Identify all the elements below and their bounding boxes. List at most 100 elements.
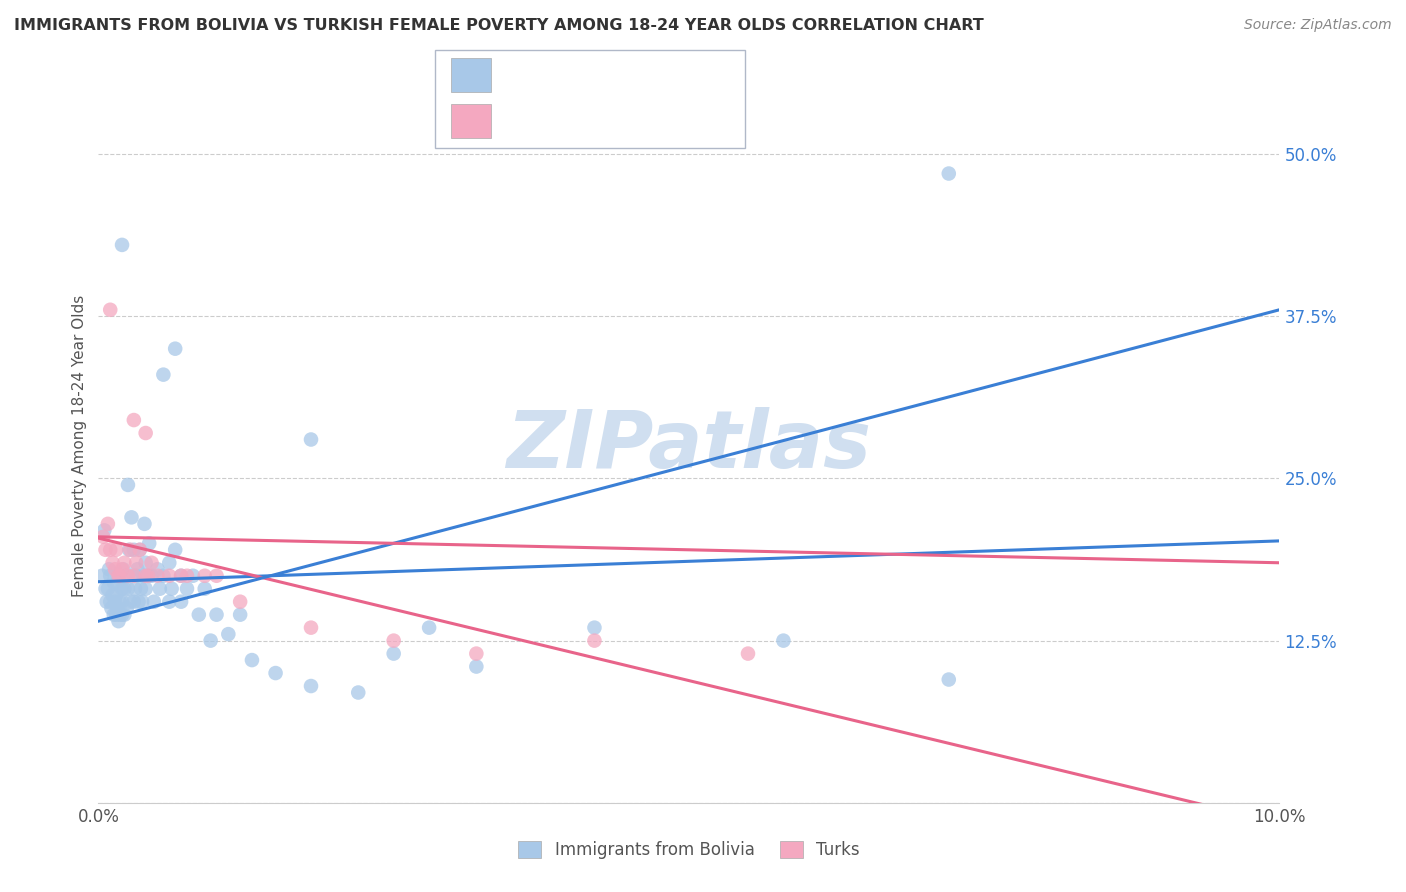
Point [465,659,488,673]
Point [117,478,139,492]
Point [107,614,129,628]
Point [105,607,128,622]
Point [122,413,145,427]
Point [165,542,187,557]
Point [125,556,148,570]
Legend: Immigrants from Bolivia, Turks: Immigrants from Bolivia, Turks [517,840,860,859]
Point [176,568,198,582]
Point [382,633,405,648]
Point [149,582,172,596]
Point [108,595,131,609]
Point [111,238,134,252]
Point [115,601,138,615]
Point [135,556,157,570]
Bar [450,103,491,138]
Point [117,582,139,596]
Point [583,633,606,648]
Point [97,582,120,596]
Point [194,582,217,596]
Point [129,582,152,596]
Point [135,582,157,596]
Point [103,575,125,590]
Point [135,568,157,582]
Point [165,342,187,356]
Point [132,568,155,582]
Point [111,607,134,622]
Point [200,633,222,648]
Point [97,516,120,531]
Point [120,595,142,609]
Point [146,562,169,576]
Point [264,666,287,681]
Point [229,607,252,622]
Text: IMMIGRANTS FROM BOLIVIA VS TURKISH FEMALE POVERTY AMONG 18-24 YEAR OLDS CORRELAT: IMMIGRANTS FROM BOLIVIA VS TURKISH FEMAL… [14,18,984,33]
Point [121,510,143,524]
Point [141,568,163,582]
Point [104,562,127,576]
Text: N =: N = [627,66,668,84]
Point [583,621,606,635]
Point [118,542,141,557]
Point [181,568,204,582]
Point [205,568,228,582]
Point [105,601,128,615]
Text: R =: R = [503,112,543,130]
Point [98,562,121,576]
Point [418,621,440,635]
Point [122,595,145,609]
Point [347,685,370,699]
Point [136,568,159,582]
Point [127,562,149,576]
Point [124,582,146,596]
Point [170,595,193,609]
Point [98,568,121,582]
Point [152,368,174,382]
Point [128,542,150,557]
Point [98,595,121,609]
Point [91,568,114,582]
Point [105,575,128,590]
Point [160,582,183,596]
Point [138,536,160,550]
Point [938,673,960,687]
Point [96,595,118,609]
Point [94,542,117,557]
Point [205,607,228,622]
Point [146,568,169,582]
Point [117,568,139,582]
Point [141,556,163,570]
Point [142,595,165,609]
Point [101,588,124,602]
Point [104,595,127,609]
Point [111,595,134,609]
Point [128,542,150,557]
Text: ZIPatlas: ZIPatlas [506,407,872,485]
Point [100,601,122,615]
Point [125,568,148,582]
Point [105,588,128,602]
Point [114,568,136,582]
Text: R =: R = [503,66,543,84]
Point [157,556,180,570]
Point [465,647,488,661]
Point [103,607,125,622]
Point [101,556,124,570]
Point [382,647,405,661]
Point [170,568,193,582]
Point [122,542,145,557]
Point [299,433,322,447]
Point [157,568,180,582]
Point [120,542,142,557]
Text: Source: ZipAtlas.com: Source: ZipAtlas.com [1244,18,1392,32]
Point [170,568,193,582]
FancyBboxPatch shape [434,50,745,148]
Point [98,302,121,317]
Point [135,425,157,440]
Text: N =: N = [627,112,668,130]
Point [772,633,794,648]
Point [128,595,150,609]
Bar [450,58,491,92]
Point [299,621,322,635]
Point [107,568,129,582]
Point [157,595,180,609]
